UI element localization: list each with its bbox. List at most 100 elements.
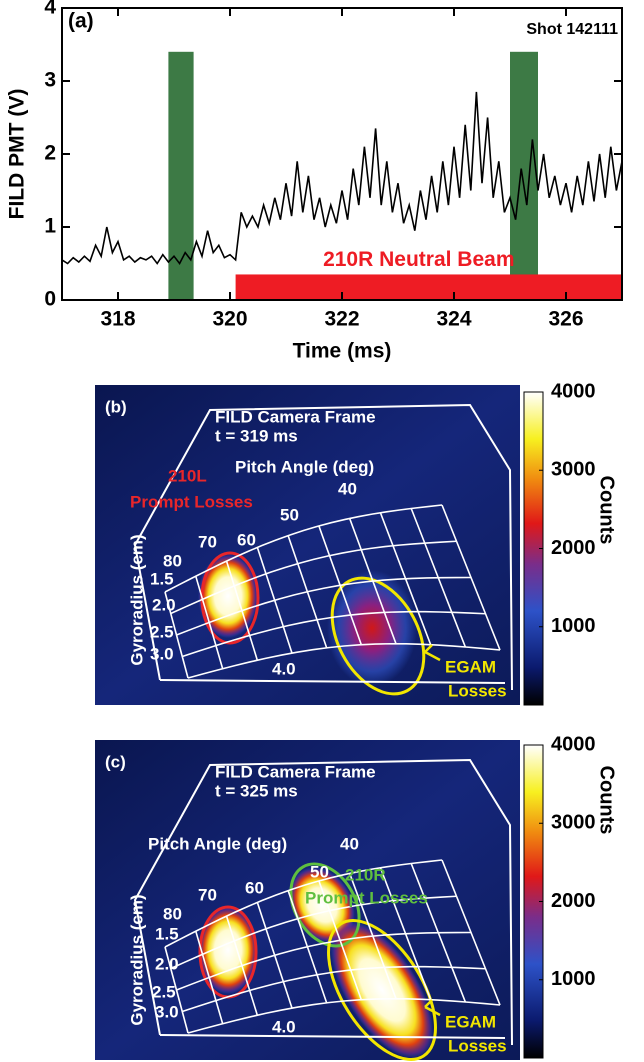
mesh-line bbox=[287, 890, 328, 1004]
prompt-blob bbox=[198, 906, 258, 994]
mesh-line bbox=[410, 508, 467, 648]
gyro-label: 2.5 bbox=[152, 982, 176, 1001]
y-tick-label: 0 bbox=[44, 288, 56, 311]
pitch-label: 70 bbox=[198, 885, 217, 904]
frame-outline bbox=[133, 758, 513, 1046]
pitch-label: 40 bbox=[338, 479, 357, 498]
egam-blob bbox=[330, 921, 434, 1059]
pitch-label: 80 bbox=[163, 904, 182, 923]
gyro-label: 2.5 bbox=[150, 622, 174, 641]
egam-ellipse bbox=[327, 919, 437, 1061]
pitch-label: 50 bbox=[280, 505, 299, 524]
egam-ellipse bbox=[330, 576, 426, 696]
egam-label: EGAM bbox=[445, 657, 496, 676]
grid-mesh bbox=[164, 504, 501, 679]
prompt-blob bbox=[198, 554, 258, 638]
mesh-line bbox=[348, 518, 397, 645]
pitch-label: 60 bbox=[237, 530, 256, 549]
egam-label: EGAM bbox=[445, 1012, 496, 1031]
pitch-title: Pitch Angle (deg) bbox=[148, 834, 287, 853]
mesh-line bbox=[176, 931, 472, 991]
mesh-line bbox=[187, 997, 501, 1034]
gyro-label: 4.0 bbox=[272, 1017, 296, 1036]
prompt-label: 210R bbox=[345, 865, 386, 884]
mesh-line bbox=[256, 547, 293, 654]
colorbar-title: Counts bbox=[596, 476, 618, 545]
frame-outline bbox=[133, 403, 513, 691]
colorbar-tick-label: 3000 bbox=[551, 812, 596, 834]
y-tick-label: 4 bbox=[44, 0, 56, 19]
x-tick-label: 318 bbox=[100, 308, 135, 331]
frame-title: FILD Camera Frame bbox=[215, 762, 376, 781]
x-tick-label: 326 bbox=[548, 308, 583, 331]
mesh-line bbox=[164, 946, 189, 1034]
beam-bar bbox=[235, 274, 622, 300]
image-background bbox=[95, 385, 520, 705]
mesh-line bbox=[287, 535, 328, 649]
x-tick-label: 320 bbox=[212, 308, 247, 331]
colorbar-tick-label: 1000 bbox=[551, 615, 596, 637]
gyro-title: Gyroradius (cm) bbox=[127, 534, 146, 665]
panel-label: (a) bbox=[68, 10, 94, 33]
mesh-line bbox=[164, 591, 189, 679]
time-label: t = 325 ms bbox=[215, 781, 298, 800]
x-tick-label: 322 bbox=[324, 308, 359, 331]
frame-title: FILD Camera Frame bbox=[215, 407, 376, 426]
mesh-line bbox=[441, 504, 501, 651]
gyro-label: 2.0 bbox=[152, 595, 176, 614]
gyro-label: 1.5 bbox=[150, 569, 174, 588]
colorbar-tick-label: 3000 bbox=[551, 459, 596, 481]
mesh-line bbox=[225, 560, 259, 661]
pitch-label: 50 bbox=[310, 862, 329, 881]
pitch-title: Pitch Angle (deg) bbox=[235, 457, 374, 476]
colorbar-tick-label: 2000 bbox=[551, 890, 596, 912]
time-label: t = 319 ms bbox=[215, 426, 298, 445]
annotation: Shot 142111 bbox=[526, 21, 618, 38]
gyro-label: 4.0 bbox=[272, 659, 296, 678]
pitch-label: 70 bbox=[198, 532, 217, 551]
frame-outline bbox=[159, 1034, 506, 1039]
pitch-label: 80 bbox=[163, 551, 182, 570]
prompt-label: Prompt Losses bbox=[305, 888, 428, 907]
prompt-label: Prompt Losses bbox=[130, 492, 253, 511]
mesh-line bbox=[410, 863, 467, 1003]
grid-mesh bbox=[164, 859, 501, 1034]
mesh-line bbox=[318, 880, 363, 1000]
trace bbox=[61, 91, 623, 265]
x-axis-title: Time (ms) bbox=[293, 340, 392, 363]
mesh-line bbox=[256, 902, 293, 1009]
mesh-line bbox=[195, 575, 224, 669]
mesh-line bbox=[348, 873, 397, 1000]
mesh-line bbox=[441, 859, 501, 1006]
mesh-line bbox=[170, 895, 457, 970]
mesh-line bbox=[187, 642, 501, 679]
arrow bbox=[424, 644, 441, 662]
mesh-line bbox=[182, 965, 486, 1013]
shaded-span bbox=[510, 51, 538, 300]
mesh-line bbox=[379, 512, 432, 645]
y-tick-label: 2 bbox=[44, 142, 56, 165]
x-tick-label: 324 bbox=[436, 308, 471, 331]
mesh-line bbox=[176, 576, 472, 636]
egam-label: Losses bbox=[448, 1036, 507, 1055]
egam-label: Losses bbox=[448, 681, 507, 700]
pitch-label: 60 bbox=[245, 878, 264, 897]
colorbar-title: Counts bbox=[596, 766, 618, 835]
frame-outline bbox=[159, 679, 506, 684]
mesh-line bbox=[379, 867, 432, 1000]
gyro-label: 3.0 bbox=[155, 1002, 179, 1021]
panel-label: (c) bbox=[105, 752, 126, 771]
shaded-span bbox=[168, 51, 194, 300]
colorbar-tick-label: 4000 bbox=[551, 380, 596, 402]
gyro-label: 2.0 bbox=[155, 954, 179, 973]
mesh-line bbox=[170, 540, 457, 615]
y-axis-title: FILD PMT (V) bbox=[6, 89, 29, 220]
mesh-line bbox=[195, 930, 224, 1024]
mesh-line bbox=[225, 915, 259, 1016]
y-tick-label: 1 bbox=[44, 215, 56, 238]
egam-blob bbox=[327, 570, 417, 686]
y-tick-label: 3 bbox=[44, 69, 56, 92]
colorbar-tick-label: 1000 bbox=[551, 968, 596, 990]
